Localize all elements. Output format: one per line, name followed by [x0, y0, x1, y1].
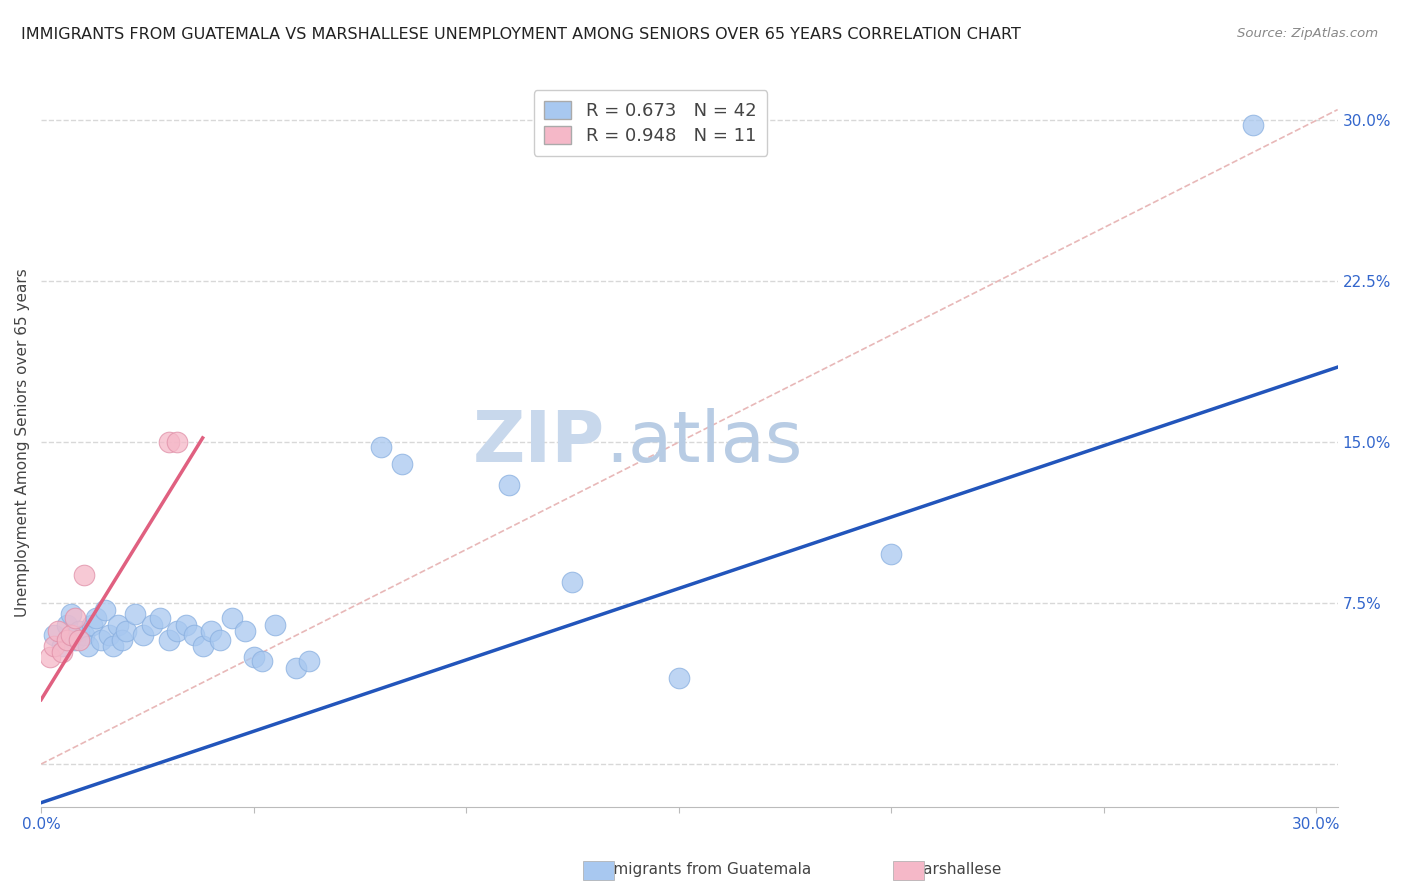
Point: [86, 611, 108, 625]
Point: [59, 628, 82, 642]
Point: [157, 435, 180, 450]
Point: [72, 628, 94, 642]
Point: [115, 624, 138, 638]
Point: [141, 617, 163, 632]
Point: [124, 607, 146, 621]
Point: [200, 624, 222, 638]
Point: [242, 649, 264, 664]
Point: [183, 628, 205, 642]
Point: [498, 478, 520, 492]
Point: [111, 632, 134, 647]
Point: [174, 617, 197, 632]
Point: [191, 639, 214, 653]
Point: [59, 607, 82, 621]
Point: [55, 632, 77, 647]
Point: [90, 632, 112, 647]
Point: [880, 547, 903, 561]
Point: [561, 574, 583, 589]
Point: [103, 639, 125, 653]
Point: [233, 624, 256, 638]
Point: [63, 632, 86, 647]
Point: [42, 639, 65, 653]
Text: ZIP: ZIP: [472, 408, 605, 476]
Point: [55, 617, 77, 632]
Point: [67, 632, 90, 647]
Point: [1241, 118, 1264, 132]
Point: [94, 602, 117, 616]
Point: [285, 660, 308, 674]
Point: [72, 568, 94, 582]
Point: [82, 617, 104, 632]
Point: [391, 457, 413, 471]
Point: [63, 611, 86, 625]
Point: [51, 645, 73, 659]
Text: IMMIGRANTS FROM GUATEMALA VS MARSHALLESE UNEMPLOYMENT AMONG SENIORS OVER 65 YEAR: IMMIGRANTS FROM GUATEMALA VS MARSHALLESE…: [21, 27, 1021, 42]
Point: [298, 654, 321, 668]
Point: [208, 632, 231, 647]
Point: [107, 617, 129, 632]
Point: [157, 632, 180, 647]
Text: Source: ZipAtlas.com: Source: ZipAtlas.com: [1237, 27, 1378, 40]
Point: [370, 440, 392, 454]
Point: [166, 624, 188, 638]
Point: [264, 617, 287, 632]
Y-axis label: Unemployment Among Seniors over 65 years: Unemployment Among Seniors over 65 years: [15, 268, 30, 616]
Point: [42, 628, 65, 642]
Point: [98, 628, 121, 642]
Point: [166, 435, 188, 450]
Point: [668, 671, 690, 685]
Legend: R = 0.673   N = 42, R = 0.948   N = 11: R = 0.673 N = 42, R = 0.948 N = 11: [533, 90, 768, 156]
Point: [38, 649, 60, 664]
Point: [51, 639, 73, 653]
Text: Marshallese: Marshallese: [911, 863, 1001, 877]
Point: [221, 611, 243, 625]
Text: .atlas: .atlas: [605, 408, 803, 476]
Point: [67, 624, 90, 638]
Point: [149, 611, 172, 625]
Point: [46, 624, 69, 638]
Text: Immigrants from Guatemala: Immigrants from Guatemala: [595, 863, 811, 877]
Point: [132, 628, 155, 642]
Point: [76, 639, 98, 653]
Point: [250, 654, 273, 668]
